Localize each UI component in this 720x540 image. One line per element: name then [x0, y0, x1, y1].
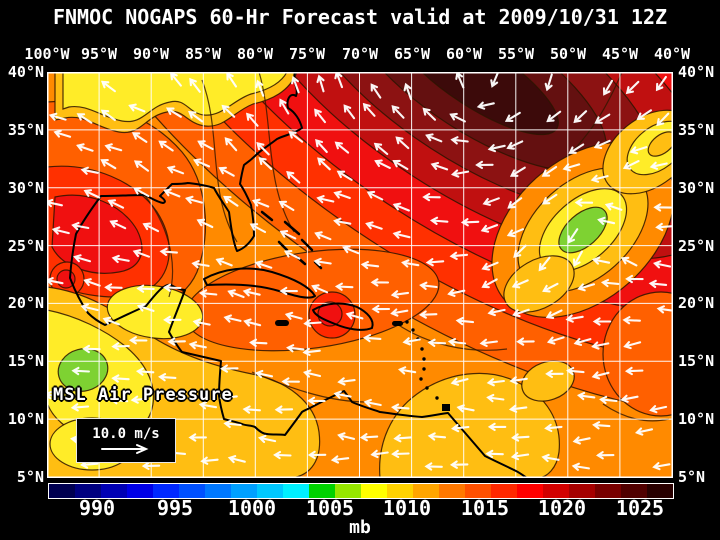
colorbar-segment	[387, 484, 413, 498]
lon-label: 55°W	[497, 45, 535, 63]
right-arrow-icon	[101, 443, 149, 454]
colorbar-segment	[153, 484, 179, 498]
lon-label: 70°W	[341, 45, 379, 63]
colorbar-segment	[465, 484, 491, 498]
colorbar-segment	[49, 484, 75, 498]
page-title: FNMOC NOGAPS 60-Hr Forecast valid at 200…	[52, 5, 668, 29]
field-label: MSL Air Pressure	[53, 385, 233, 405]
colorbar-segment	[595, 484, 621, 498]
lat-label: 5°N	[678, 468, 706, 486]
colorbar-tick: 995	[156, 496, 194, 520]
lat-label: 15°N	[7, 352, 44, 370]
colorbar-segment	[101, 484, 127, 498]
wind-arrows-layer	[47, 72, 673, 471]
lat-label: 25°N	[678, 237, 715, 255]
lat-label: 25°N	[7, 237, 44, 255]
lon-label: 50°W	[549, 45, 587, 63]
colorbar-segment	[621, 484, 647, 498]
lat-label: 35°N	[7, 121, 44, 139]
colorbar-segment	[517, 484, 543, 498]
colorbar-segment	[283, 484, 309, 498]
colorbar-tick: 990	[78, 496, 116, 520]
colorbar-tick: 1025	[615, 496, 665, 520]
grid-lines	[47, 72, 673, 478]
colorbar-tick: 1000	[227, 496, 277, 520]
pressure-fill-layer	[47, 72, 673, 478]
lat-label: 5°N	[16, 468, 44, 486]
colorbar-tick: 1010	[382, 496, 432, 520]
colorbar-segment	[179, 484, 205, 498]
lat-label: 40°N	[678, 63, 715, 81]
map-border	[47, 72, 673, 478]
colorbar-tick: 1005	[305, 496, 355, 520]
pressure-colorbar	[48, 483, 674, 499]
colorbar-unit: mb	[349, 517, 371, 538]
forecast-map: MSL Air Pressure 10.0 m/s	[47, 72, 673, 478]
lon-label: 45°W	[601, 45, 639, 63]
colorbar-segment	[439, 484, 465, 498]
pressure-map-canvas	[47, 72, 673, 478]
colorbar-segment	[569, 484, 595, 498]
colorbar-segment	[231, 484, 257, 498]
colorbar-segment	[75, 484, 101, 498]
lon-label: 60°W	[445, 45, 483, 63]
lon-label: 75°W	[288, 45, 326, 63]
colorbar-segment	[543, 484, 569, 498]
lat-label: 10°N	[7, 410, 44, 428]
lon-label: 95°W	[80, 45, 118, 63]
lon-label: 90°W	[132, 45, 170, 63]
colorbar-segment	[127, 484, 153, 498]
lon-label: 40°W	[653, 45, 691, 63]
lat-label: 30°N	[7, 179, 44, 197]
lat-label: 40°N	[7, 63, 44, 81]
colorbar-segment	[413, 484, 439, 498]
coastlines	[69, 72, 528, 478]
lat-label: 20°N	[7, 294, 44, 312]
colorbar-segment	[361, 484, 387, 498]
colorbar-segment	[309, 484, 335, 498]
colorbar-segment	[205, 484, 231, 498]
wind-speed-value: 10.0 m/s	[92, 425, 160, 442]
colorbar-segments	[49, 484, 673, 498]
lon-label: 100°W	[24, 45, 70, 63]
colorbar-tick: 1020	[537, 496, 587, 520]
lat-label: 35°N	[678, 121, 715, 139]
lat-label: 10°N	[678, 410, 715, 428]
colorbar-segment	[257, 484, 283, 498]
lat-label: 20°N	[678, 294, 715, 312]
colorbar-segment	[335, 484, 361, 498]
colorbar-segment	[647, 484, 673, 498]
lon-label: 85°W	[184, 45, 222, 63]
lat-label: 30°N	[678, 179, 715, 197]
lat-label: 15°N	[678, 352, 715, 370]
colorbar-tick: 1015	[460, 496, 510, 520]
colorbar-segment	[491, 484, 517, 498]
wind-speed-legend: 10.0 m/s	[76, 418, 176, 463]
lon-label: 80°W	[236, 45, 274, 63]
lon-label: 65°W	[393, 45, 431, 63]
